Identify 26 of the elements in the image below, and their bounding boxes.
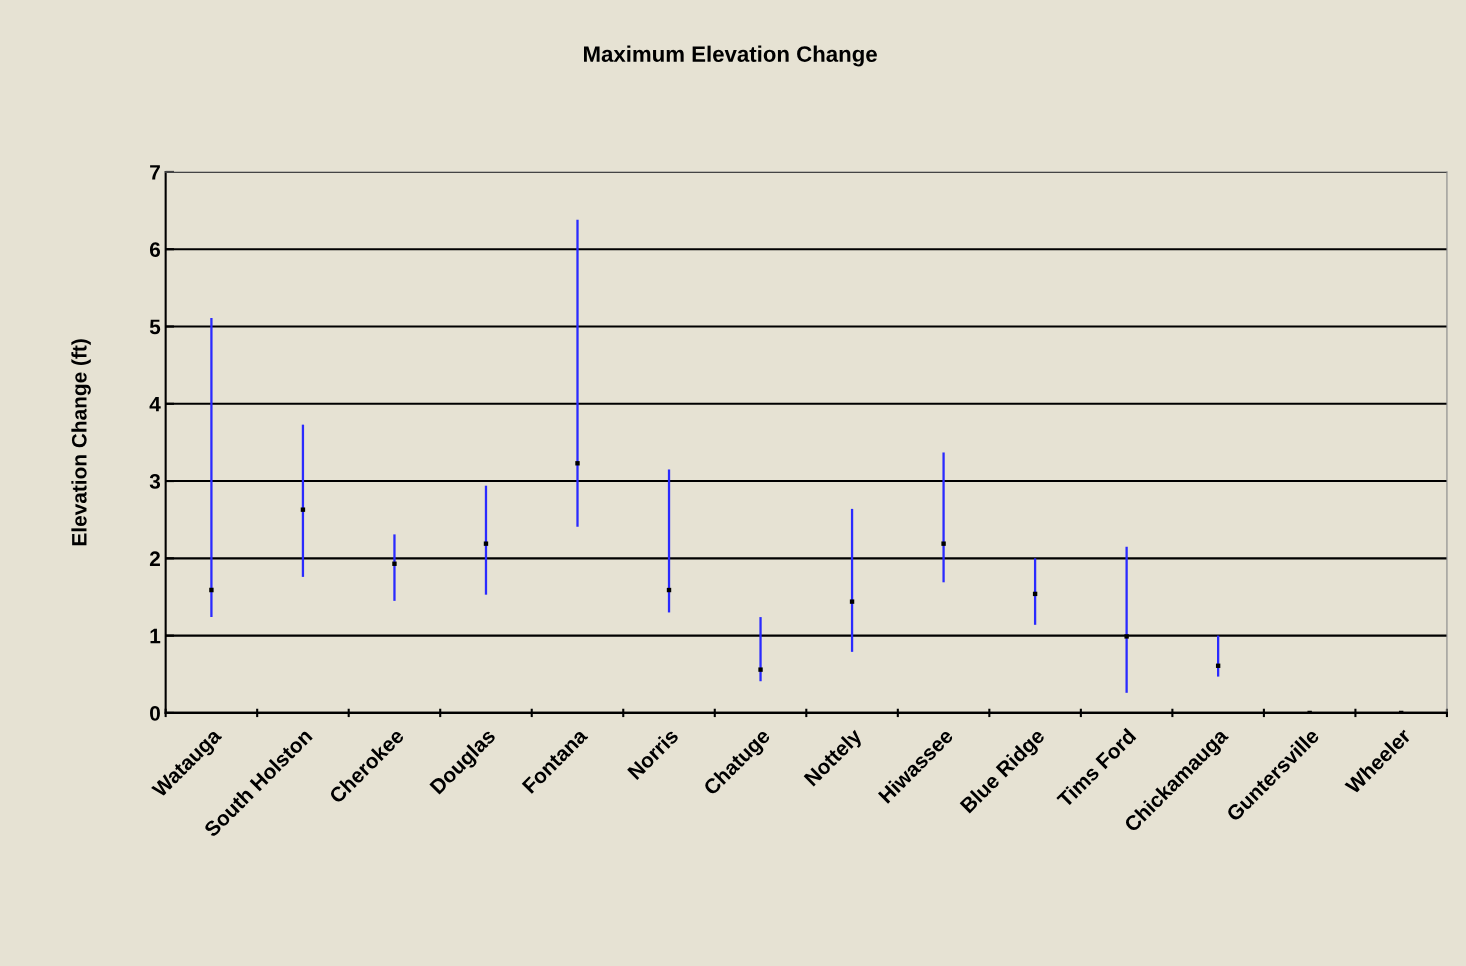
bar (942, 452, 945, 583)
point (392, 561, 397, 566)
point (209, 587, 214, 593)
point (758, 667, 763, 672)
y-tick-label: 3 (149, 474, 161, 489)
point (1124, 634, 1129, 639)
point (575, 461, 580, 466)
y-axis-title: Elevation Change (ft) (71, 339, 91, 546)
point (849, 599, 855, 604)
y-tick-label: 4 (149, 397, 161, 412)
bar (576, 219, 579, 527)
point (483, 541, 489, 546)
y-tick-label: 0 (150, 705, 160, 721)
y-tick-label: 7 (150, 165, 160, 180)
chart-title: Maximum Elevation Change (584, 45, 877, 67)
point (300, 507, 306, 512)
y-tick-label: 6 (149, 242, 161, 257)
bar (1125, 546, 1128, 693)
bar (393, 534, 396, 601)
y-tick-label: 2 (149, 551, 160, 566)
point (941, 541, 946, 546)
bar (210, 318, 213, 618)
point (1307, 710, 1312, 713)
y-tick-label: 1 (150, 628, 161, 644)
bar (759, 617, 762, 682)
y-tick-label: 5 (149, 319, 161, 335)
